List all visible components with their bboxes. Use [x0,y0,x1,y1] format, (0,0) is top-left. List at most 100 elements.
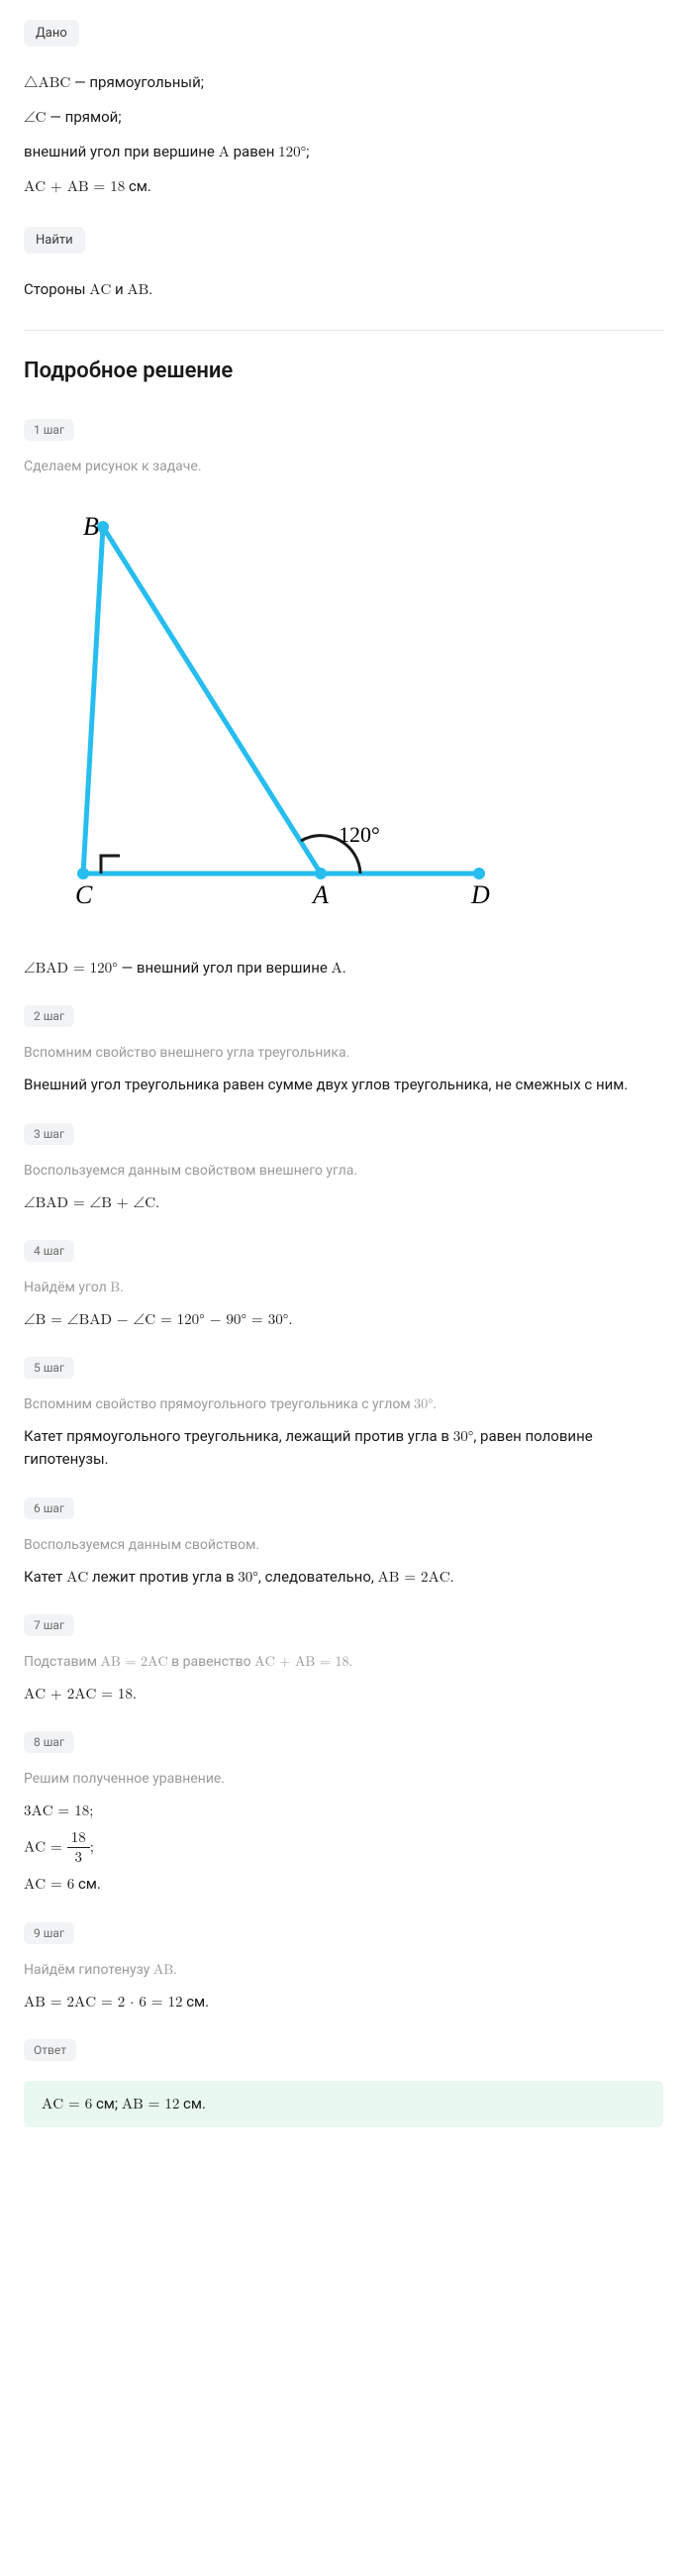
find-line: Стороны AC и AB. [24,277,663,302]
node-a [315,868,327,879]
math-ab2ac: AB = 2AC [378,1570,450,1585]
math-30: 30° [414,1397,433,1411]
label-angle: 120° [339,822,380,847]
line-ba [103,527,321,874]
text: Вспомним свойство прямоугольного треугол… [24,1396,414,1412]
step-body-5: Катет прямоугольного треугольника, лежащ… [24,1425,663,1472]
solution-page: Дано △ABC — прямоугольный; ∠C — прямой; … [0,0,687,2167]
answer-box: AC = 6 см; AB = 12 см. [24,2081,663,2127]
detailed-solution-heading: Подробное решение [24,359,663,383]
math-120: 120° [278,145,306,159]
step-tag-7: 7 шаг [24,1614,74,1636]
text: . [120,1280,124,1295]
step-tag-4: 4 шаг [24,1240,74,1262]
math-4: ∠B = ∠BAD − ∠C = 120° − 90° = 30°. [24,1312,293,1327]
math-8b-post: ; [90,1840,94,1855]
step-math-3: ∠BAD = ∠B + ∠C. [24,1191,663,1214]
math-8b-lhs: AC = [24,1840,67,1855]
step-math-7: AC + 2AC = 18. [24,1683,663,1705]
step-eq2: AC = 183; [24,1830,663,1865]
math-ab: AB [127,282,148,297]
angle-bad-line: ∠BAD = 120° — внешний угол при вершине A… [24,957,663,979]
text: Найдём угол [24,1280,110,1295]
text: и [111,280,127,298]
fraction: 183 [67,1830,90,1865]
text: Стороны [24,280,89,298]
step-desc-7: Подставим AB = 2AC в равенство AC + AB =… [24,1652,663,1673]
text: равен [230,143,278,160]
text: — внешний угол при вершине [118,959,332,977]
text: — прямой; [47,108,122,126]
math-triangle-abc: △ABC [24,75,70,90]
math-7c: AC + 2AC = 18. [24,1687,137,1701]
label-b: B [83,512,99,541]
text: , следовательно, [258,1568,378,1586]
text: . [433,1396,437,1412]
text: . [343,959,346,977]
step-tag-2: 2 шаг [24,1005,74,1027]
math-a2: A [332,961,343,976]
label-d: D [470,880,490,909]
given-line-4: AC + AB = 18 см. [24,174,663,199]
text: внешний угол при вершине [24,143,219,160]
math-8c: AC = 6 [24,1877,74,1892]
text: . [148,280,152,298]
given-line-1: △ABC — прямоугольный; [24,70,663,95]
step-tag-3: 3 шаг [24,1123,74,1145]
line-bc [83,527,103,874]
text: в равенство [168,1654,254,1670]
step-desc-1: Сделаем рисунок к задаче. [24,457,663,477]
step-body-6: Катет AC лежит против угла в 30°, следов… [24,1566,663,1589]
step-desc-6: Воспользуемся данным свойством. [24,1535,663,1556]
answer-m1: AC = 6 [42,2097,92,2112]
divider [24,330,663,331]
math-bad: ∠BAD = 120° [24,961,118,976]
frac-den: 3 [67,1848,90,1865]
math-ab2: AB [153,1963,173,1977]
right-angle-marker [101,856,120,874]
step-tag-6: 6 шаг [24,1497,74,1519]
text: . [349,1654,353,1670]
text: лежит против угла в [88,1568,238,1586]
answer-m2: AB = 12 [122,2097,180,2112]
step-desc-2: Вспомним свойство внешнего угла треуголь… [24,1043,663,1064]
label-a: A [311,880,329,909]
text: — прямоугольный; [70,73,204,91]
text: см. [74,1875,101,1893]
badge-given: Дано [24,20,79,47]
step-desc-5: Вспомним свойство прямоугольного треугол… [24,1394,663,1415]
math-30b: 30° [453,1429,474,1444]
math-7b: AC + AB = 18 [254,1655,348,1669]
node-d [473,868,485,879]
label-c: C [75,880,93,909]
given-line-2: ∠C — прямой; [24,105,663,130]
step-tag-1: 1 шаг [24,419,74,441]
text: Подставим [24,1654,100,1670]
math-9: AB = 2AC = 2 · 6 = 12 [24,1995,182,2009]
text: см. [182,1993,209,2010]
math-sum: AC + AB = 18 [24,179,125,194]
step-desc-9: Найдём гипотенузу AB. [24,1960,663,1981]
step-tag-5: 5 шаг [24,1357,74,1379]
text: . [173,1962,177,1978]
math-b: B [110,1281,120,1294]
step-tag-8: 8 шаг [24,1731,74,1753]
step-desc-4: Найдём угол B. [24,1278,663,1298]
step-eq3: AC = 6 см. [24,1873,663,1896]
text: Найдём гипотенузу [24,1962,153,1978]
text: см. [125,177,151,195]
math-3: ∠BAD = ∠B + ∠C. [24,1195,159,1210]
triangle-svg: B C A D 120° [24,507,519,923]
step-tag-9: 9 шаг [24,1922,74,1944]
node-c [77,868,89,879]
text: ; [306,143,309,160]
step-math-4: ∠B = ∠BAD − ∠C = 120° − 90° = 30°. [24,1308,663,1331]
badge-answer: Ответ [24,2039,76,2061]
text: см; [92,2095,122,2112]
math-ac: AC [89,282,111,297]
frac-num: 18 [67,1830,90,1848]
given-line-3: внешний угол при вершине A равен 120°; [24,140,663,164]
text: Катет прямоугольного треугольника, лежащ… [24,1427,453,1445]
step-body-2: Внешний угол треугольника равен сумме дв… [24,1074,663,1096]
math-a: A [219,145,230,159]
